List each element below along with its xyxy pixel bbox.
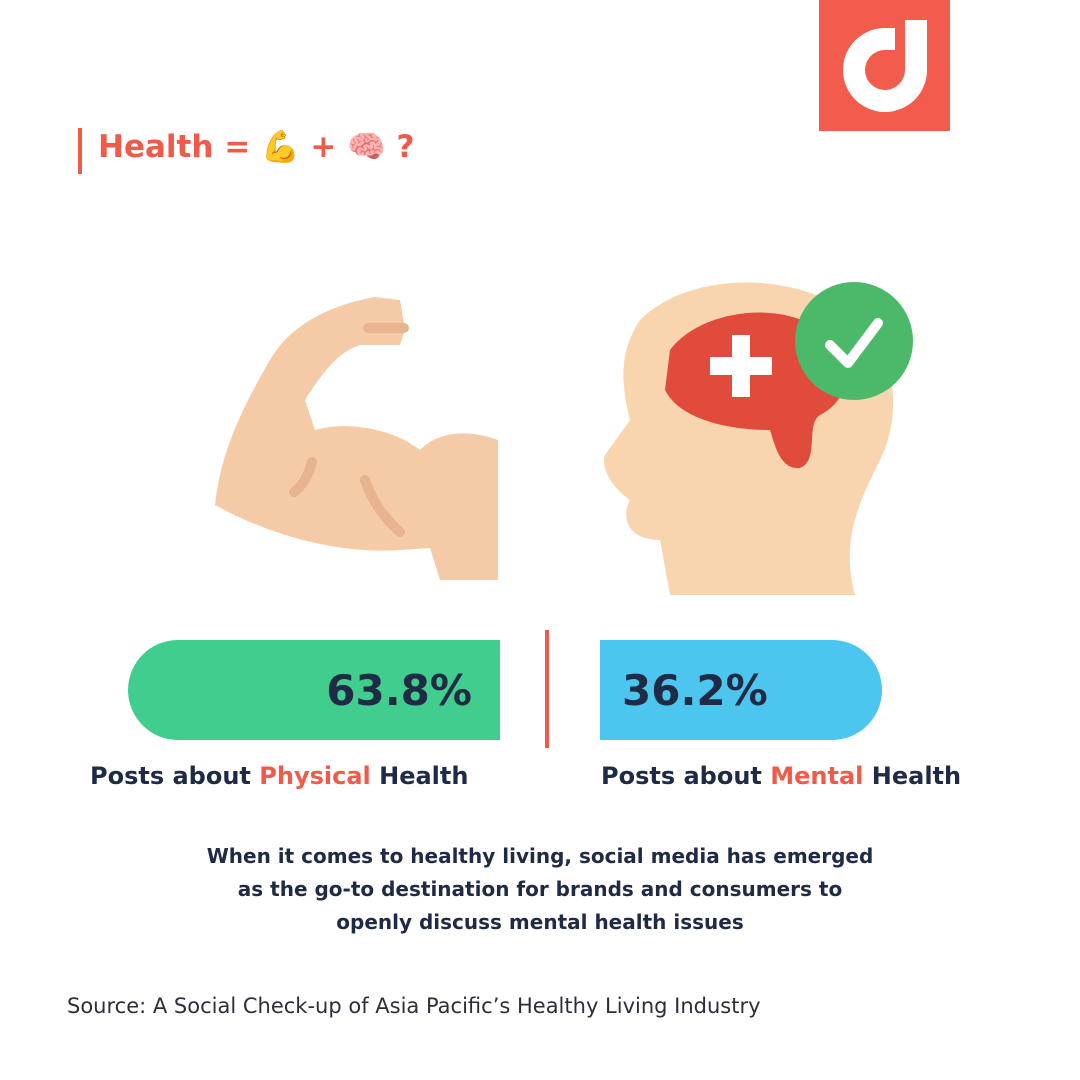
body-text: When it comes to healthy living, social …	[206, 844, 874, 934]
label-text: Health	[370, 762, 469, 790]
arm-icon	[215, 297, 498, 580]
divider	[545, 630, 549, 748]
logo	[819, 0, 950, 131]
stat-bar: 63.8%	[128, 640, 500, 740]
label-text: Posts about	[90, 762, 260, 790]
stat-value: 63.8%	[326, 665, 472, 715]
illustrations	[215, 0, 950, 595]
title-accent	[78, 128, 82, 174]
stat-label: Posts about Physical Health	[90, 762, 468, 790]
label-text: Health	[863, 762, 962, 790]
label-text: Posts about	[601, 762, 771, 790]
stat-bar: 36.2%	[600, 640, 882, 740]
stat-label: Posts about Mental Health	[601, 762, 961, 790]
head-icon	[604, 282, 913, 595]
source: Source: A Social Check-up of Asia Pacifi…	[67, 994, 761, 1018]
label-highlight: Mental	[770, 762, 864, 790]
title: Health = 💪 + 🧠 ?	[98, 129, 415, 165]
stat-value: 36.2%	[622, 665, 768, 715]
label-highlight: Physical	[259, 762, 371, 790]
